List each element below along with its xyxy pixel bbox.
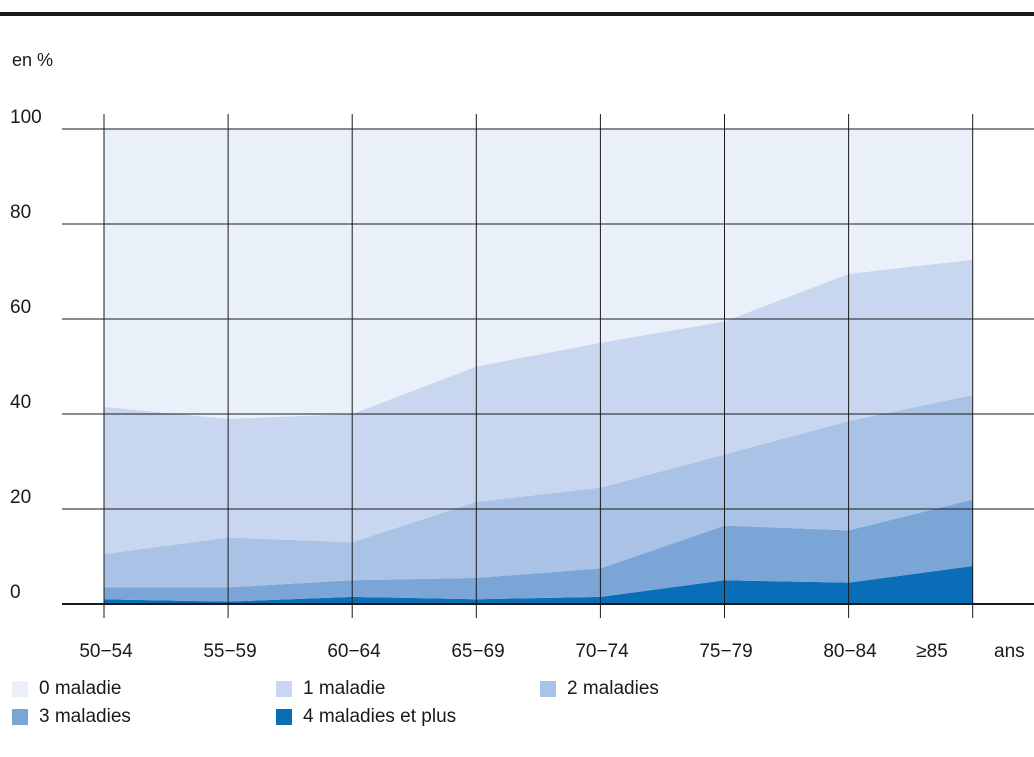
legend-item-3-maladies: 3 maladies [12, 706, 131, 728]
x-unit-label: ans [994, 641, 1025, 662]
legend-label: 3 maladies [39, 706, 131, 727]
y-tick-label: 80 [10, 202, 31, 223]
area-1-maladie [104, 259, 973, 555]
x-tick-label: 80−84 [823, 641, 877, 662]
x-tick-label: 65−69 [451, 641, 504, 662]
legend-swatch [12, 709, 28, 725]
legend-item-0-maladie: 0 maladie [12, 678, 121, 700]
legend-label: 4 maladies et plus [303, 706, 457, 727]
legend-item-1-maladie: 1 maladie [276, 678, 385, 700]
y-tick-labels: 0 20 40 60 80 100 [10, 107, 42, 603]
area-4-maladies-et-plus [104, 566, 973, 604]
legend-swatch [12, 681, 28, 697]
area-0-maladie [104, 129, 973, 419]
gridlines [62, 114, 1034, 618]
y-tick-label: 100 [10, 107, 42, 128]
legend-swatch [276, 709, 292, 725]
stacked-areas [104, 129, 973, 604]
y-tick-label: 40 [10, 392, 31, 413]
legend-item-2-maladies: 2 maladies [540, 678, 659, 700]
y-tick-label: 0 [10, 582, 21, 603]
legend-swatch [540, 681, 556, 697]
x-tick-label: 55−59 [203, 641, 256, 662]
y-unit-label: en % [12, 50, 53, 70]
legend-label: 2 maladies [567, 678, 659, 699]
x-tick-label: ≥85 [916, 641, 948, 662]
legend-swatch [276, 681, 292, 697]
x-tick-labels: 50−54 55−59 60−64 65−69 70−74 75−79 80−84 ≥85 [79, 641, 947, 662]
x-tick-label: 75−79 [699, 641, 752, 662]
x-tick-label: 50−54 [79, 641, 133, 662]
y-tick-label: 20 [10, 487, 31, 508]
top-rule [0, 12, 1034, 16]
y-tick-label: 60 [10, 297, 31, 318]
legend-item-4-maladies-et-plus: 4 maladies et plus [276, 706, 456, 728]
legend-label: 1 maladie [303, 678, 386, 699]
x-tick-label: 70−74 [575, 641, 629, 662]
x-tick-label: 60−64 [327, 641, 381, 662]
legend-label: 0 maladie [39, 678, 122, 699]
area-3-maladies [104, 499, 973, 602]
